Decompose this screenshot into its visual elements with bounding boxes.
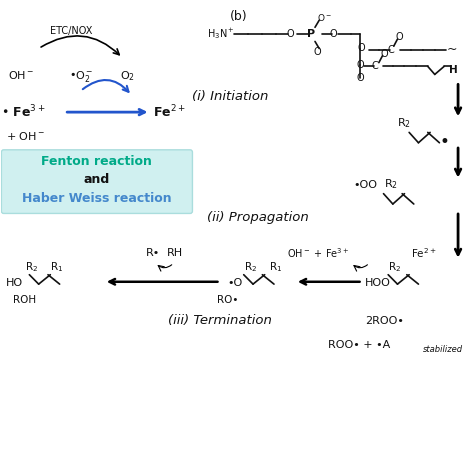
Text: 2ROO•: 2ROO• <box>365 316 404 326</box>
Text: R$_2$: R$_2$ <box>244 260 257 274</box>
Text: O: O <box>358 43 365 53</box>
Text: O: O <box>287 29 294 39</box>
Text: (i) Initiation: (i) Initiation <box>191 91 268 103</box>
Text: O: O <box>380 49 388 59</box>
Text: O: O <box>330 29 337 39</box>
Text: ROO• + •A: ROO• + •A <box>328 340 390 350</box>
Text: RO•: RO• <box>217 295 238 305</box>
Text: ~: ~ <box>447 43 457 56</box>
Text: stabilized: stabilized <box>423 346 463 355</box>
Text: R$_2$: R$_2$ <box>398 116 411 130</box>
Text: R$_1$: R$_1$ <box>269 260 283 274</box>
Text: R$_2$: R$_2$ <box>383 178 398 191</box>
Text: (ii) Propagation: (ii) Propagation <box>207 210 309 224</box>
Text: R$_2$: R$_2$ <box>388 260 401 274</box>
Text: and: and <box>84 173 110 186</box>
Text: RH: RH <box>167 248 183 258</box>
Text: R•: R• <box>146 248 160 258</box>
Text: •OO: •OO <box>353 180 377 190</box>
Text: Fenton reaction: Fenton reaction <box>42 155 152 168</box>
Text: • Fe$^{3+}$: • Fe$^{3+}$ <box>1 103 46 120</box>
Text: Fe$^{2+}$: Fe$^{2+}$ <box>411 246 438 260</box>
Text: OH$^-$ + Fe$^{3+}$: OH$^-$ + Fe$^{3+}$ <box>287 246 349 260</box>
Text: P: P <box>307 29 315 39</box>
Text: Haber Weiss reaction: Haber Weiss reaction <box>22 192 172 205</box>
Text: HO: HO <box>6 279 23 289</box>
Text: R$_1$: R$_1$ <box>50 260 64 274</box>
Text: (b): (b) <box>230 10 248 23</box>
Text: •O$_2^-$: •O$_2^-$ <box>69 69 93 84</box>
Text: H: H <box>449 65 457 75</box>
Text: O: O <box>356 73 364 83</box>
Text: O$_2$: O$_2$ <box>120 69 135 83</box>
Text: ROH: ROH <box>13 295 36 305</box>
Text: C: C <box>372 61 379 71</box>
Text: H$_3$N$^+$: H$_3$N$^+$ <box>207 26 234 41</box>
Text: (iii) Termination: (iii) Termination <box>168 314 273 327</box>
Text: O: O <box>395 32 403 42</box>
Text: •O: •O <box>228 279 243 289</box>
Text: •: • <box>439 134 449 152</box>
Text: HOO: HOO <box>365 279 391 289</box>
Text: R$_2$: R$_2$ <box>25 260 38 274</box>
Text: C: C <box>387 45 394 55</box>
Text: Fe$^{2+}$: Fe$^{2+}$ <box>153 103 186 120</box>
Text: O: O <box>314 46 321 56</box>
Text: OH$^-$: OH$^-$ <box>9 69 35 81</box>
Text: O: O <box>357 60 365 70</box>
FancyBboxPatch shape <box>1 150 192 213</box>
Text: ETC/NOX: ETC/NOX <box>50 27 92 36</box>
Text: + OH$^-$: + OH$^-$ <box>6 130 46 142</box>
Text: O$^-$: O$^-$ <box>317 12 332 23</box>
